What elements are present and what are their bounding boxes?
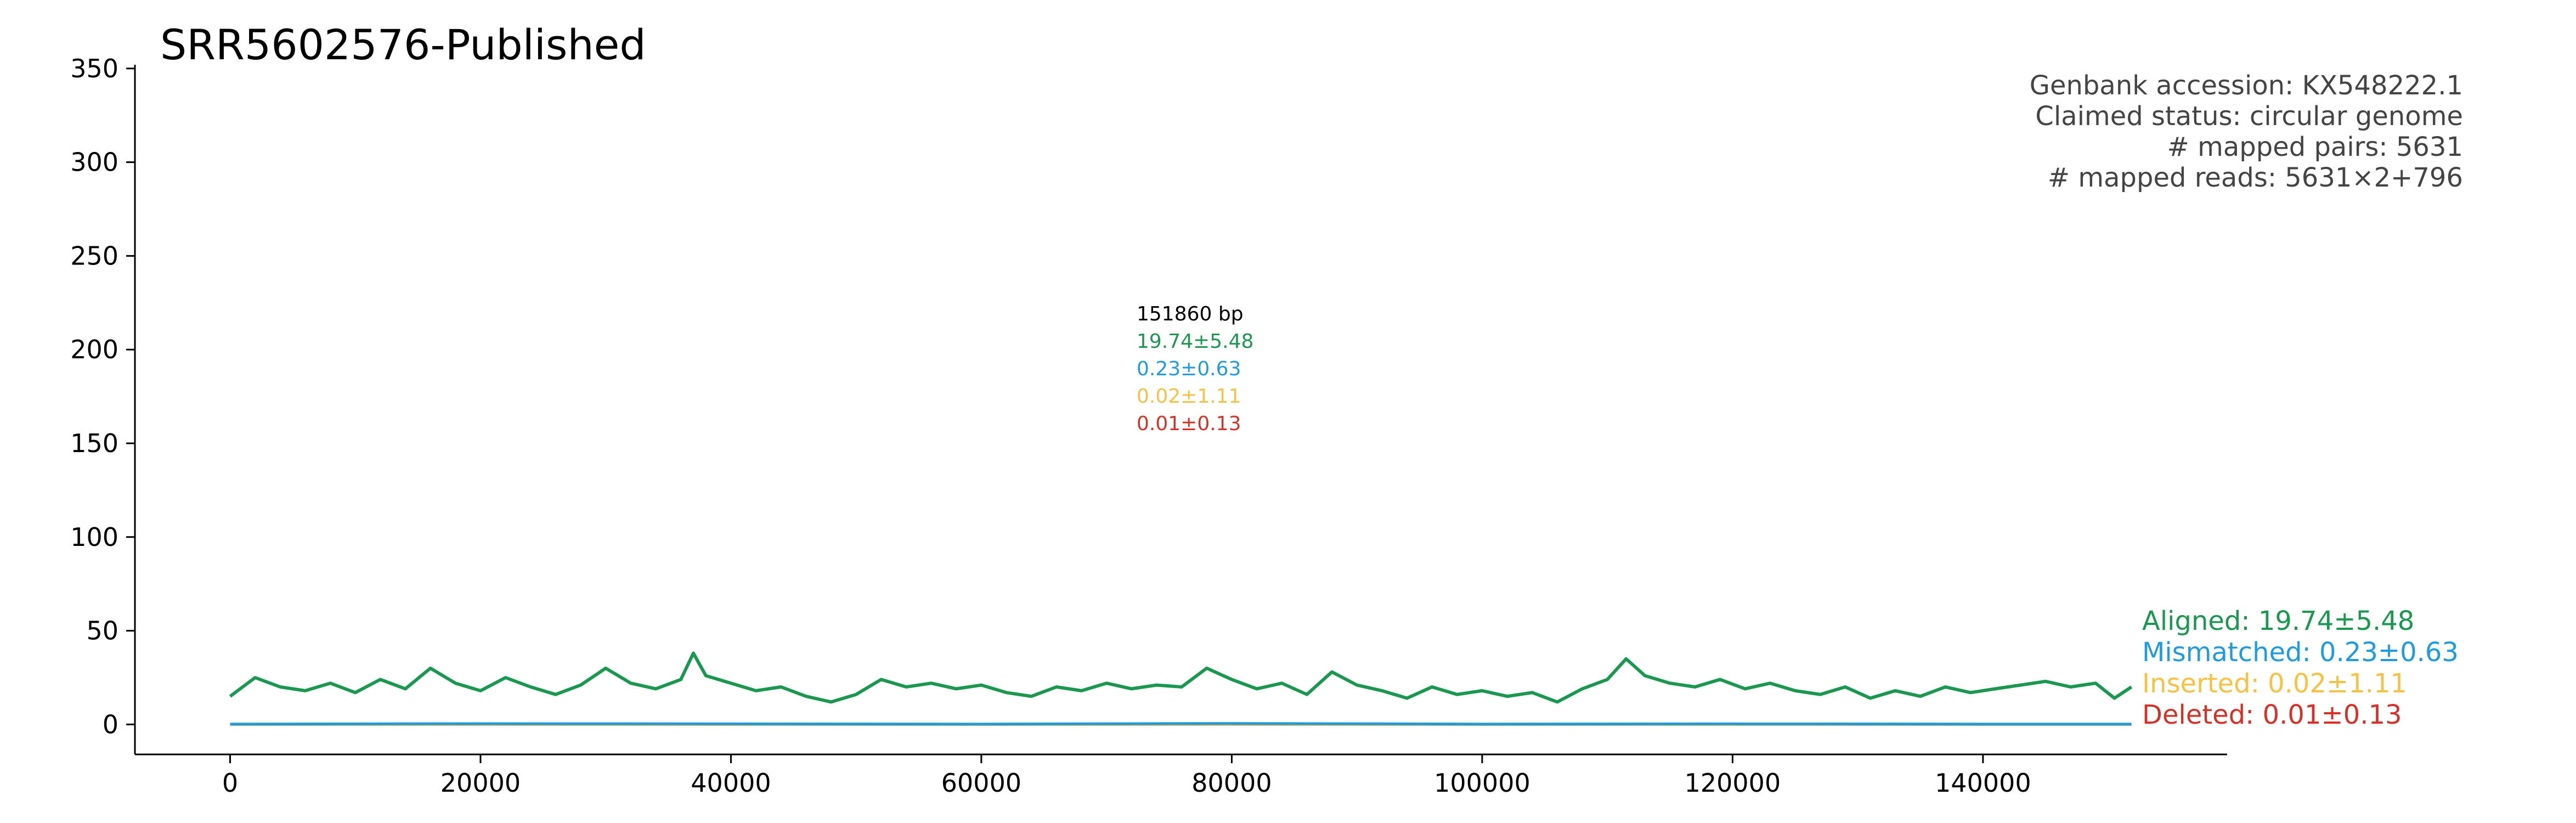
info-mapped-reads: # mapped reads: 5631×2+796 [2048,162,2463,193]
stats-length: 151860 bp [1137,303,1244,325]
info-mapped-pairs: # mapped pairs: 5631 [2167,132,2463,162]
chart-title: SRR5602576-Published [160,20,646,69]
stats-inserted: 0.02±1.11 [1137,385,1241,408]
y-ticks: 0 50 100 150 200 250 300 350 [70,54,135,740]
x-tick-label: 140000 [1935,768,2031,798]
legend: Aligned: 19.74±5.48 Mismatched: 0.23±0.6… [2142,606,2459,730]
axes [135,65,2227,754]
y-tick-label: 50 [86,616,118,646]
x-tick-label: 40000 [691,768,771,798]
x-tick-label: 100000 [1434,768,1530,798]
info-accession: Genbank accession: KX548222.1 [2030,70,2463,101]
y-tick-label: 300 [70,148,118,177]
x-tick-label: 120000 [1685,768,1781,798]
series-line-aligned [230,653,2132,702]
info-status: Claimed status: circular genome [2035,101,2463,132]
center-stats: 151860 bp 19.74±5.48 0.23±0.63 0.02±1.11… [1137,303,1253,435]
y-tick-label: 150 [70,429,118,458]
x-ticks: 0 20000 40000 60000 80000 100000 120000 140000 [222,754,2031,798]
y-tick-label: 200 [70,335,118,364]
x-tick-label: 60000 [941,768,1021,798]
stats-mismatched: 0.23±0.63 [1137,358,1241,380]
y-tick-label: 250 [70,241,118,270]
legend-mismatched: Mismatched: 0.23±0.63 [2142,637,2459,668]
x-tick-label: 80000 [1191,768,1272,798]
legend-aligned: Aligned: 19.74±5.48 [2142,606,2414,636]
legend-deleted: Deleted: 0.01±0.13 [2142,700,2402,730]
info-block: Genbank accession: KX548222.1 Claimed st… [2030,70,2463,193]
stats-deleted: 0.01±0.13 [1137,413,1241,435]
stats-aligned: 19.74±5.48 [1137,330,1253,353]
y-tick-label: 350 [70,54,118,83]
x-tick-label: 0 [222,768,238,798]
legend-inserted: Inserted: 0.02±1.11 [2142,668,2407,699]
series-layer [230,653,2132,725]
y-tick-label: 100 [70,522,118,552]
x-tick-label: 20000 [440,768,521,798]
y-tick-label: 0 [103,709,118,739]
